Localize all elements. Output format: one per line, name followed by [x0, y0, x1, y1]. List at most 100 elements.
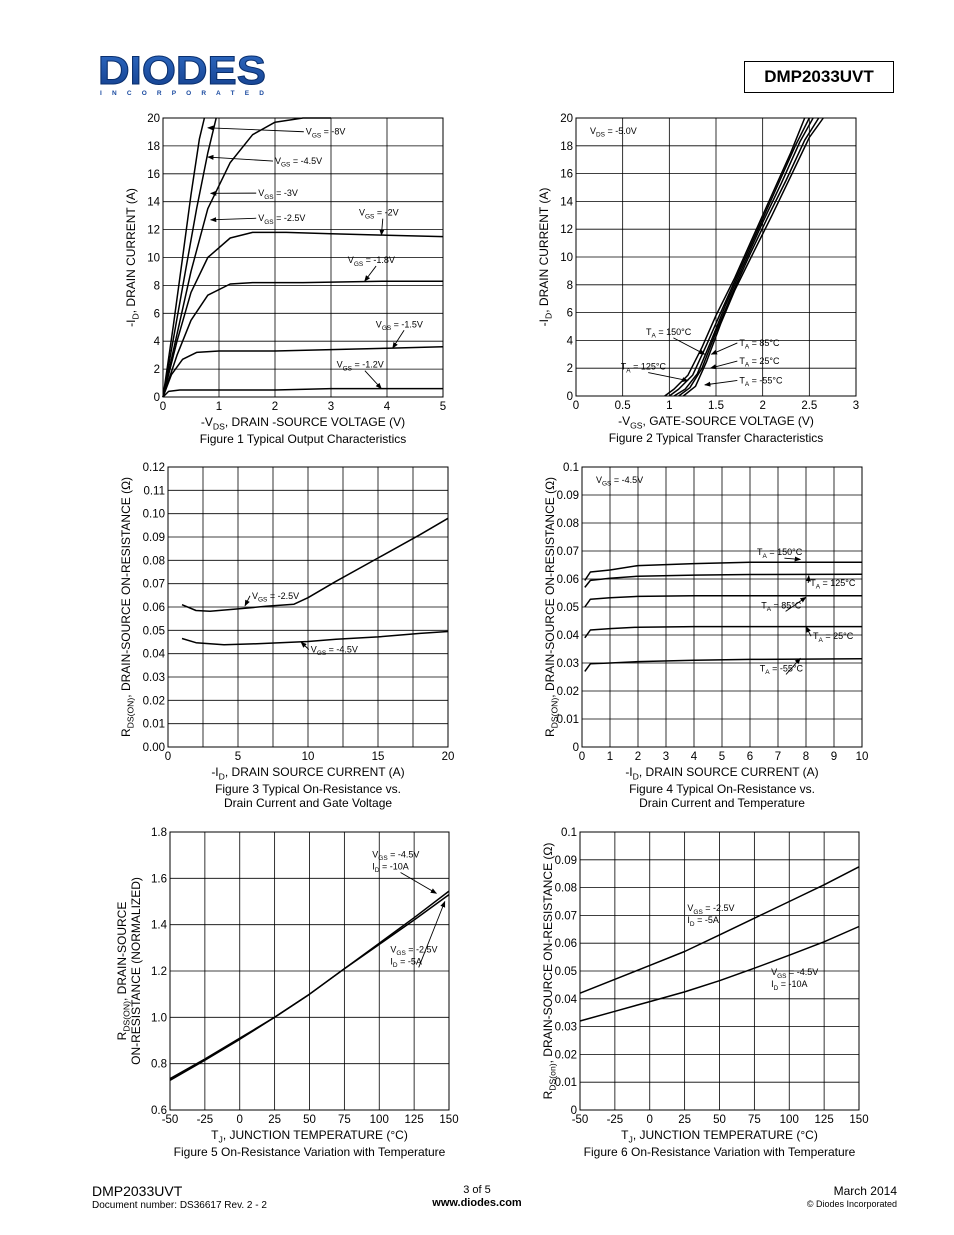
y-tick-label: 0	[154, 392, 160, 404]
series-line-vgs-1-5v	[162, 387, 443, 398]
x-tick-label: 10	[302, 751, 315, 763]
series-line-ta-25-c	[584, 625, 862, 639]
y-tick-label: 0.05	[555, 966, 577, 978]
x-tick-label: 5	[235, 751, 241, 763]
series-line-ta-125-c	[668, 117, 810, 397]
y-tick-label: 0	[567, 391, 573, 403]
x-tick-label: 2.5	[801, 400, 817, 412]
plot-frame	[581, 466, 863, 748]
annotation-arrow	[364, 265, 377, 282]
y-tick-label: 0.01	[143, 719, 165, 731]
footer-date: March 2014	[833, 1184, 897, 1198]
series-line-vgs-2-5v	[162, 231, 444, 398]
annotation-arrow	[648, 372, 689, 383]
y-tick-label: 0.04	[557, 630, 580, 642]
annotation: TA = 25°C	[709, 356, 780, 370]
y-axis-label: -ID, DRAIN CURRENT (A)	[124, 188, 141, 327]
grid	[576, 118, 856, 396]
grid	[170, 832, 449, 1110]
grid	[582, 467, 862, 747]
annotation-arrow	[244, 595, 251, 607]
figure-title: Figure 2 Typical Transfer Characteristic…	[609, 431, 824, 445]
x-tick-label: 25	[678, 1114, 691, 1126]
y-tick-label: 8	[154, 280, 160, 292]
x-axis-label: -VDS, DRAIN -SOURCE VOLTAGE (V)	[201, 415, 405, 432]
y-tick-label: 0.07	[557, 546, 579, 558]
x-tick-label: 0	[165, 751, 171, 763]
y-tick-label: 4	[154, 336, 161, 348]
y-tick-label: 18	[147, 141, 160, 153]
figure-2-transfer-characteristics: 0 0.5 1 1.5 2 2.5 3 0 2 4 6 8 10 12 14 16 18 20 TA = 150°C…	[537, 113, 859, 445]
plot-frame	[579, 831, 860, 1111]
figure-title-2: Drain Current and Temperature	[639, 796, 805, 810]
footer-copyright: © Diodes Incorporated	[806, 1199, 897, 1209]
x-tick-label: 3	[328, 401, 334, 413]
y-tick-label: 1.8	[151, 827, 167, 839]
annotation-arrow	[379, 218, 385, 236]
x-tick-label: 7	[775, 751, 781, 763]
annotation-label: TA = 125°C	[621, 362, 667, 375]
series-line-vgs-3v	[162, 117, 331, 398]
y-tick-label: 6	[567, 308, 573, 320]
y-tick-label: 0	[571, 1105, 577, 1117]
annotation-label: VGS = -1.2V	[337, 360, 384, 373]
y-tick-label: 0.06	[557, 574, 579, 586]
annotation-label: TA = 150°C	[646, 327, 692, 340]
y-tick-label: 0.06	[555, 938, 577, 950]
annotation-label: TA = -55°C	[760, 663, 804, 676]
x-axis-label: -ID, DRAIN SOURCE CURRENT (A)	[211, 765, 404, 782]
annotation-label: VGS = -2.5V	[252, 591, 299, 604]
series-line-vgs-2-5v-id-5a	[579, 866, 860, 994]
x-axis-label: TJ, JUNCTION TEMPERATURE (°C)	[211, 1128, 408, 1145]
y-tick-label: 0.00	[143, 742, 165, 754]
annotation: TA = 125°C	[805, 575, 856, 591]
y-tick-label: 12	[560, 224, 573, 236]
y-tick-label: 1.0	[151, 1012, 167, 1024]
series-line-ta-125-c	[584, 573, 863, 588]
annotation: VGS = -4.5V	[300, 641, 358, 657]
x-tick-label: 15	[372, 751, 385, 763]
y-tick-label: 0.10	[143, 509, 165, 521]
x-tick-label: 125	[815, 1114, 834, 1126]
annotation: TA = -55°C	[760, 657, 804, 676]
annotation-arrow	[710, 342, 738, 355]
annotation-label-2: ID = -5A	[390, 956, 421, 969]
annotation: VGS = -2V	[359, 208, 399, 236]
y-axis-label: RDS(ON), DRAIN-SOURCE ON-RESISTANCE (Ω)	[119, 477, 136, 737]
annotation: TA = 85°C	[710, 338, 780, 355]
figure-4-on-resistance-vs-temperature: 0 1 2 3 4 5 6 7 8 9 10 0 0.01 0.02 0.03 0.04 0.05 0.06 0.0…	[543, 462, 868, 810]
y-tick-label: 0.07	[143, 579, 165, 591]
x-tick-label: 2	[635, 751, 641, 763]
y-tick-label: 14	[560, 196, 573, 208]
x-tick-label: 20	[442, 751, 455, 763]
footer-website-link[interactable]: www.diodes.com	[432, 1197, 522, 1209]
y-tick-label: 0.03	[555, 1022, 577, 1034]
annotation: TA = 150°C	[757, 547, 803, 562]
y-tick-label: 0.02	[143, 695, 165, 707]
x-tick-label: -50	[572, 1114, 589, 1126]
series-line-vgs-2-5v-id-5a	[169, 893, 450, 1081]
annotation-label: TA = 85°C	[761, 600, 802, 613]
grid	[580, 832, 859, 1110]
annotation: VGS = -8V	[207, 125, 345, 139]
y-tick-label: 0.09	[555, 855, 577, 867]
annotation-label: TA = 85°C	[739, 338, 780, 351]
x-tick-label: 1	[666, 400, 672, 412]
x-tick-label: 0	[579, 751, 585, 763]
figure-3-on-resistance-vs-current: 0 5 10 15 20 0.00 0.01 0.02 0.03 0.04 0.05 0.06 0.07…	[119, 462, 455, 810]
annotation: TA = 25°C	[805, 626, 854, 644]
x-tick-label: 1.5	[708, 400, 724, 412]
plot-frame	[169, 831, 450, 1111]
x-tick-label: 8	[803, 751, 809, 763]
x-tick-label: 125	[405, 1114, 424, 1126]
annotation-arrow	[709, 360, 738, 370]
annotation-label: TA = 125°C	[810, 578, 856, 591]
y-tick-label: 0.6	[151, 1105, 167, 1117]
y-tick-label: 14	[147, 197, 160, 209]
annotation-arrow	[207, 125, 304, 133]
plot-frame	[575, 117, 857, 397]
x-tick-label: 5	[440, 401, 446, 413]
annotation-arrow	[805, 575, 811, 584]
